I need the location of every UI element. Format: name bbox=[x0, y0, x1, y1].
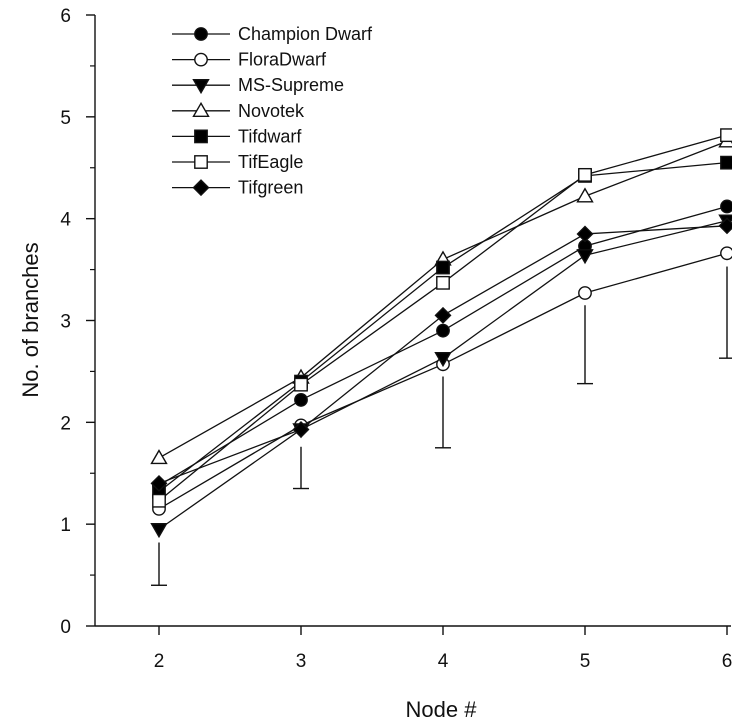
legend-marker bbox=[192, 78, 210, 95]
markers bbox=[150, 128, 732, 539]
legend-label: Tifgreen bbox=[238, 178, 303, 198]
legend-marker bbox=[194, 129, 208, 144]
legend-marker bbox=[192, 101, 210, 118]
legend-marker bbox=[192, 179, 210, 197]
data-point bbox=[294, 377, 308, 392]
data-point bbox=[578, 286, 592, 300]
x-tick-label: 4 bbox=[438, 651, 449, 672]
data-point bbox=[436, 323, 450, 338]
data-point bbox=[578, 167, 592, 182]
y-tick-label: 3 bbox=[60, 312, 71, 333]
y-tick-label: 1 bbox=[60, 515, 71, 536]
x-tick-label: 6 bbox=[722, 651, 732, 672]
x-axis-title: Node # bbox=[406, 697, 478, 722]
y-tick-label: 0 bbox=[60, 617, 71, 638]
data-point bbox=[720, 155, 732, 170]
data-point bbox=[436, 275, 450, 290]
y-tick-label: 4 bbox=[60, 210, 71, 231]
data-point bbox=[434, 351, 452, 368]
x-tick-label: 2 bbox=[154, 651, 165, 672]
data-point bbox=[720, 199, 732, 214]
x-tick-label: 3 bbox=[296, 651, 307, 672]
legend-label: FloraDwarf bbox=[238, 50, 327, 70]
data-point bbox=[436, 260, 450, 275]
y-axis-title: No. of branches bbox=[18, 242, 43, 397]
data-point bbox=[720, 128, 732, 143]
error-bars bbox=[151, 266, 732, 586]
legend: Champion Dwarf FloraDwarf MS-Supreme Novote… bbox=[172, 24, 373, 198]
data-point bbox=[434, 306, 452, 324]
legend-marker bbox=[194, 52, 208, 67]
legend-label: Tifdwarf bbox=[238, 126, 302, 146]
data-point bbox=[576, 249, 594, 265]
data-point bbox=[576, 187, 594, 203]
y-tick-label: 6 bbox=[60, 6, 71, 27]
legend-marker bbox=[194, 155, 208, 169]
data-point bbox=[292, 420, 310, 438]
data-point bbox=[152, 493, 166, 508]
data-point bbox=[150, 523, 168, 539]
ticks: 0 1 2 3 4 5 6 2 3 4 5 6 bbox=[60, 6, 732, 672]
data-point bbox=[294, 393, 308, 407]
data-point bbox=[720, 246, 732, 261]
legend-label: MS-Supreme bbox=[238, 75, 344, 95]
legend-marker bbox=[194, 27, 208, 41]
data-point bbox=[150, 449, 168, 465]
data-point bbox=[718, 217, 732, 235]
y-tick-label: 5 bbox=[60, 108, 71, 129]
y-tick-label: 2 bbox=[60, 413, 71, 434]
data-point bbox=[150, 474, 168, 492]
data-point bbox=[576, 225, 594, 243]
legend-label: Novotek bbox=[238, 101, 305, 121]
legend-label: Champion Dwarf bbox=[238, 24, 373, 44]
axes bbox=[94, 15, 731, 627]
x-tick-label: 5 bbox=[580, 651, 591, 672]
legend-label: TifEagle bbox=[238, 152, 303, 172]
